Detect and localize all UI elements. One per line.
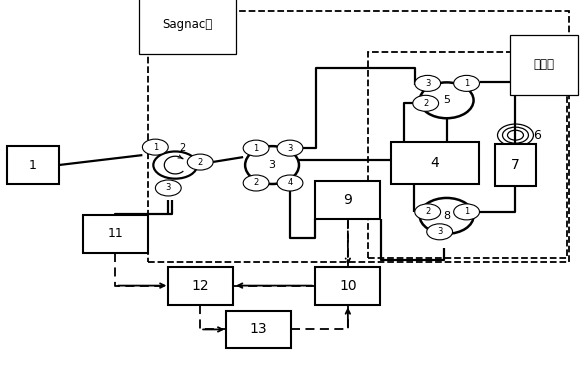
Circle shape [243,175,269,191]
Text: 2: 2 [179,143,185,153]
Text: Sagnac环: Sagnac环 [162,18,212,31]
Bar [226,311,290,348]
Text: 11: 11 [108,227,123,240]
Circle shape [454,76,479,91]
Circle shape [427,224,453,240]
Bar [148,11,569,262]
Text: 8: 8 [443,211,450,221]
Text: 3: 3 [437,227,442,236]
Bar [495,144,536,186]
Text: 3: 3 [269,160,276,170]
Text: 3: 3 [166,184,171,192]
Bar [315,267,380,304]
Text: 7: 7 [511,158,520,172]
Text: 2: 2 [253,178,259,188]
Text: 2: 2 [425,207,430,216]
Circle shape [277,140,303,156]
Circle shape [142,139,168,155]
Text: 3: 3 [425,79,430,88]
Text: 衰荡腔: 衰荡腔 [533,58,554,72]
Text: 12: 12 [192,278,209,293]
Text: 4: 4 [288,178,293,188]
Circle shape [243,140,269,156]
Bar [391,142,479,184]
Bar [168,267,233,304]
Bar [6,146,59,184]
Text: 1: 1 [464,79,469,88]
Text: 10: 10 [339,278,357,293]
Text: 3: 3 [288,144,293,153]
Text: 4: 4 [430,156,439,170]
Ellipse shape [420,82,473,118]
Circle shape [153,151,197,179]
Circle shape [415,76,440,91]
Circle shape [413,95,439,111]
Text: 6: 6 [533,129,542,142]
Bar [83,215,148,253]
Ellipse shape [420,198,473,234]
Text: 2: 2 [198,158,203,166]
Text: 1: 1 [153,143,158,151]
Text: 9: 9 [343,193,352,207]
Text: 1: 1 [253,144,259,153]
Text: 13: 13 [249,322,267,337]
Text: 5: 5 [443,95,450,105]
Circle shape [155,180,181,196]
Text: 2: 2 [423,99,428,108]
Text: 1: 1 [29,158,36,172]
Circle shape [277,175,303,191]
Ellipse shape [245,146,299,184]
Circle shape [188,154,213,170]
Bar [315,181,380,219]
Circle shape [454,204,479,220]
Circle shape [415,204,440,220]
Bar [368,53,567,258]
Text: 1: 1 [464,207,469,216]
